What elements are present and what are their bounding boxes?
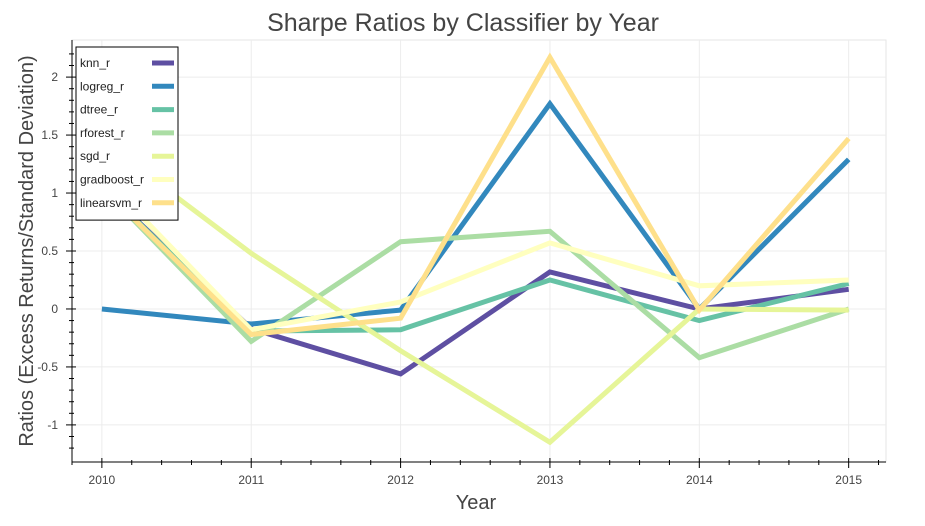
x-tick-label: 2015: [835, 473, 862, 487]
x-tick-label: 2012: [387, 473, 414, 487]
series-line-linearsvm-r: [100, 52, 851, 338]
y-tick-label: 1.5: [41, 128, 58, 142]
y-axis-label: Ratios (Excess Returns/Standard Deviatio…: [16, 55, 38, 446]
y-tick-label: 2: [51, 70, 58, 84]
legend-label: linearsvm_r: [80, 196, 142, 210]
legend-label: sgd_r: [80, 149, 110, 163]
series-line-rforest-r: [100, 185, 850, 361]
ticks: -1 -0.5 0 0.5 1 1.5 2 2010 2011 2012 2013 2014 2015: [37, 53, 880, 487]
legend-label: dtree_r: [80, 103, 118, 117]
legend-label: gradboost_r: [80, 173, 144, 187]
legend-label: knn_r: [80, 56, 110, 70]
y-tick-label: -1: [47, 418, 58, 432]
series-lines: [100, 52, 851, 446]
legend: knn_r logreg_r dtree_r rforest_r sgd_rgradbo…: [75, 46, 179, 221]
chart-title: Sharpe Ratios by Classifier by Year: [267, 9, 659, 37]
series-line-sgd-r: [100, 138, 849, 446]
y-tick-label: 0: [51, 302, 58, 316]
legend-label: rforest_r: [80, 126, 125, 140]
x-axis-label: Year: [456, 492, 497, 514]
x-tick-label: 2010: [89, 473, 116, 487]
y-tick-label: 1: [51, 186, 58, 200]
y-tick-label: 0.5: [41, 244, 58, 258]
legend-label: logreg_r: [80, 79, 124, 93]
x-tick-label: 2011: [238, 473, 264, 487]
x-tick-label: 2014: [686, 473, 713, 487]
x-tick-label: 2013: [537, 473, 564, 487]
y-tick-label: -0.5: [37, 360, 58, 374]
